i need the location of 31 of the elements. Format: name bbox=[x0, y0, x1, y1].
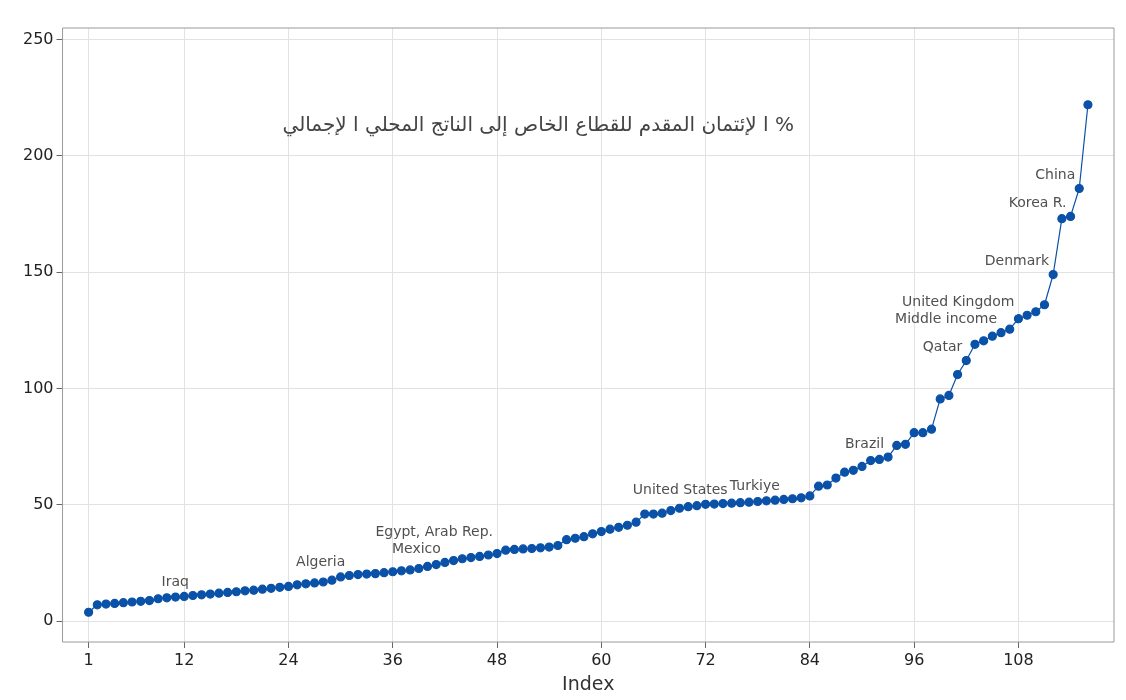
annotation: United States bbox=[632, 480, 728, 497]
x-tick-label: 96 bbox=[903, 649, 925, 669]
x-tick-label: 84 bbox=[799, 649, 821, 669]
annotation: Middle income bbox=[895, 310, 998, 327]
x-axis-title: Index bbox=[562, 671, 615, 694]
annotation: Iraq bbox=[161, 573, 189, 590]
y-tick-label: 150 bbox=[22, 261, 54, 281]
x-tick-label: 1 bbox=[83, 649, 94, 669]
annotation: Algeria bbox=[296, 553, 346, 570]
text: ا لإئتمان المقدم للقطاع الخاص إلى الناتج المحلي ا لإجمالي % bbox=[282, 112, 795, 138]
x-tick-label: 60 bbox=[591, 649, 612, 669]
annotation: Denmark bbox=[984, 252, 1051, 269]
x-tick-label: 12 bbox=[174, 649, 195, 669]
y-tick-label: 0 bbox=[43, 610, 54, 630]
x-tick-label: 72 bbox=[695, 649, 716, 669]
y-tick-label: 200 bbox=[22, 145, 54, 165]
x-tick-label: 24 bbox=[278, 649, 299, 669]
annotation: Korea R. bbox=[1008, 194, 1067, 211]
x-tick-label: 36 bbox=[382, 649, 403, 669]
annotation: Turkiye bbox=[728, 477, 780, 494]
annotation: United Kingdom bbox=[902, 293, 1015, 310]
annotation: Brazil bbox=[844, 434, 885, 451]
annotation: Mexico bbox=[392, 540, 441, 557]
annotation: Qatar bbox=[922, 338, 963, 355]
y-tick-label: 100 bbox=[22, 377, 54, 397]
annotation: Egypt, Arab Rep. bbox=[375, 523, 494, 540]
x-tick-label: 108 bbox=[1003, 649, 1034, 669]
annotation: China bbox=[1035, 166, 1076, 183]
x-tick-label: 48 bbox=[486, 649, 508, 669]
y-tick-label: 50 bbox=[33, 493, 54, 513]
y-tick-label: 250 bbox=[22, 28, 54, 48]
